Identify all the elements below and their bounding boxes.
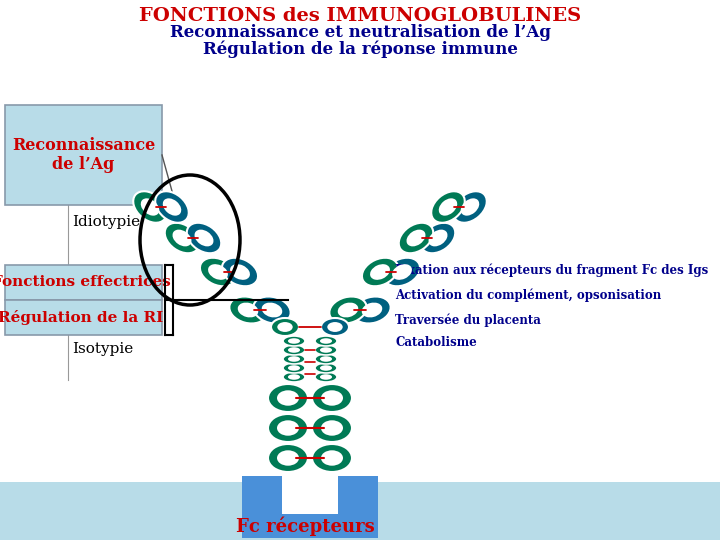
Ellipse shape — [230, 264, 250, 280]
Text: Fonctions effectrices: Fonctions effectrices — [0, 275, 171, 289]
Ellipse shape — [315, 363, 337, 373]
Text: Isotypie: Isotypie — [72, 342, 133, 356]
Ellipse shape — [288, 365, 300, 371]
Text: Traversée du placenta: Traversée du placenta — [395, 313, 541, 327]
Text: Idiotypie: Idiotypie — [72, 215, 140, 229]
Ellipse shape — [384, 258, 420, 286]
Ellipse shape — [288, 347, 300, 353]
Ellipse shape — [283, 372, 305, 382]
Ellipse shape — [277, 322, 293, 332]
Ellipse shape — [222, 258, 258, 286]
Ellipse shape — [288, 374, 300, 380]
Ellipse shape — [141, 198, 159, 215]
Ellipse shape — [321, 420, 343, 436]
Ellipse shape — [230, 296, 266, 323]
Ellipse shape — [338, 302, 359, 318]
Text: Activation du complément, opsonisation: Activation du complément, opsonisation — [395, 288, 661, 302]
Text: FONCTIONS des IMMUNOGLOBULINES: FONCTIONS des IMMUNOGLOBULINES — [139, 7, 581, 25]
Ellipse shape — [165, 223, 199, 253]
Bar — [0, 482, 720, 540]
Ellipse shape — [329, 296, 366, 323]
Ellipse shape — [133, 191, 167, 223]
Ellipse shape — [392, 264, 412, 280]
Ellipse shape — [277, 420, 299, 436]
Text: Reconnaissance et neutralisation de l’Ag: Reconnaissance et neutralisation de l’Ag — [169, 24, 551, 41]
Ellipse shape — [277, 390, 299, 406]
Ellipse shape — [461, 198, 480, 215]
Ellipse shape — [288, 356, 300, 362]
Ellipse shape — [312, 414, 352, 442]
Ellipse shape — [320, 356, 332, 362]
Ellipse shape — [186, 223, 221, 253]
Ellipse shape — [407, 230, 426, 246]
Ellipse shape — [321, 318, 349, 336]
Bar — [242, 476, 378, 538]
Ellipse shape — [271, 318, 299, 336]
Ellipse shape — [156, 191, 189, 223]
Ellipse shape — [163, 198, 181, 215]
Ellipse shape — [283, 336, 305, 346]
Ellipse shape — [361, 302, 382, 318]
Ellipse shape — [194, 230, 214, 246]
Ellipse shape — [268, 444, 308, 472]
Ellipse shape — [354, 296, 391, 323]
Ellipse shape — [312, 444, 352, 472]
Text: Régulation de la RI: Régulation de la RI — [0, 310, 163, 325]
Text: Régulation de la réponse immune: Régulation de la réponse immune — [202, 41, 518, 58]
Ellipse shape — [173, 230, 192, 246]
Ellipse shape — [362, 258, 398, 286]
Ellipse shape — [420, 223, 455, 253]
Ellipse shape — [288, 338, 300, 344]
Ellipse shape — [438, 198, 457, 215]
Ellipse shape — [262, 302, 282, 318]
FancyBboxPatch shape — [5, 105, 162, 205]
Ellipse shape — [320, 338, 332, 344]
Text: Reconnaissance
de l’Ag: Reconnaissance de l’Ag — [12, 137, 155, 173]
Ellipse shape — [268, 384, 308, 412]
Ellipse shape — [238, 302, 258, 318]
FancyBboxPatch shape — [5, 300, 162, 335]
Ellipse shape — [268, 414, 308, 442]
Ellipse shape — [453, 191, 487, 223]
Text: Fixation aux récepteurs du fragment Fc des Igs: Fixation aux récepteurs du fragment Fc d… — [395, 263, 708, 276]
Ellipse shape — [315, 336, 337, 346]
Ellipse shape — [315, 354, 337, 364]
Text: Catabolisme: Catabolisme — [395, 335, 477, 348]
Ellipse shape — [320, 374, 332, 380]
Ellipse shape — [283, 345, 305, 355]
Ellipse shape — [399, 223, 433, 253]
Text: Fc récepteurs: Fc récepteurs — [235, 516, 374, 536]
Ellipse shape — [320, 365, 332, 371]
Ellipse shape — [315, 345, 337, 355]
Ellipse shape — [312, 384, 352, 412]
Ellipse shape — [320, 347, 332, 353]
Bar — [282, 476, 338, 514]
Ellipse shape — [431, 191, 465, 223]
Ellipse shape — [253, 296, 291, 323]
Ellipse shape — [321, 450, 343, 465]
Ellipse shape — [315, 372, 337, 382]
Ellipse shape — [200, 258, 236, 286]
Ellipse shape — [283, 363, 305, 373]
Ellipse shape — [277, 450, 299, 465]
Ellipse shape — [321, 390, 343, 406]
Ellipse shape — [328, 322, 343, 332]
Ellipse shape — [428, 230, 448, 246]
Ellipse shape — [283, 354, 305, 364]
Ellipse shape — [208, 264, 228, 280]
FancyBboxPatch shape — [5, 265, 162, 300]
Ellipse shape — [370, 264, 390, 280]
